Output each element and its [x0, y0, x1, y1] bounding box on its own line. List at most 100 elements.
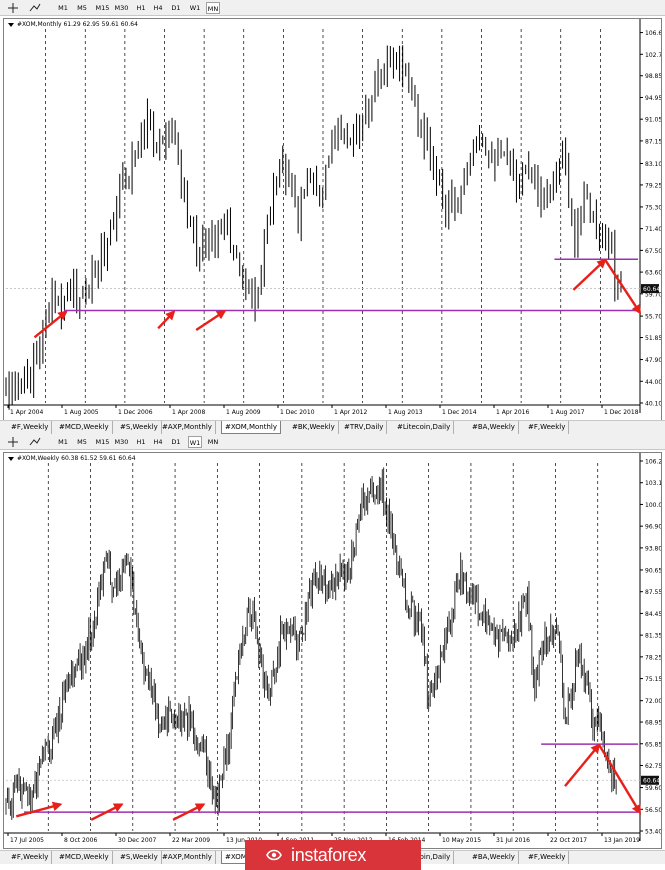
timeframe-button-w1[interactable]: W1 — [188, 436, 202, 448]
y-tick-label: 83.10 — [645, 161, 661, 168]
x-tick-label: 30 Dec 2007 — [118, 837, 157, 844]
y-tick-label: 106.60 — [645, 30, 661, 37]
drawing-tools-icon[interactable] — [28, 2, 42, 14]
x-tick-label: 22 Mar 2009 — [172, 837, 210, 844]
timeframe-button-m30[interactable]: M30 — [114, 438, 129, 446]
x-tick-label: 1 Apr 2016 — [496, 409, 529, 416]
timeframe-button-m15[interactable]: M15 — [95, 438, 110, 446]
y-tick-label: 94.95 — [645, 95, 661, 102]
chart-tab-9[interactable]: #F,Weekly — [525, 851, 570, 864]
y-tick-label: 40.10 — [645, 401, 661, 408]
chart-tab-8[interactable]: #BA,Weekly — [469, 851, 519, 864]
monthly-chart-title: #XOM,Monthly 61.29 62.95 59.61 60.64 — [8, 21, 138, 28]
timeframe-button-m5[interactable]: M5 — [77, 4, 87, 12]
x-tick-label: 8 Oct 2006 — [64, 837, 97, 844]
direction-arrow — [604, 259, 642, 315]
x-tick-label: 1 Dec 2006 — [118, 409, 153, 416]
timeframe-button-w1[interactable]: W1 — [189, 4, 201, 12]
y-tick-label: 47.90 — [645, 357, 661, 364]
x-tick-label: 1 Dec 2018 — [604, 409, 639, 416]
chart-tab-8[interactable]: #BA,Weekly — [469, 421, 519, 434]
timeframe-button-mn[interactable]: MN — [207, 438, 219, 446]
timeframe-button-m15[interactable]: M15 — [95, 4, 110, 12]
timeframe-button-m1[interactable]: M1 — [58, 4, 68, 12]
monthly-chart[interactable]: 106.60 102.70 98.85 94.95 91.05 87.15 83.10 79.… — [3, 18, 662, 421]
chart-tab-0[interactable]: #F,Weekly — [8, 851, 53, 864]
x-tick-label: 1 Apr 2004 — [10, 409, 43, 416]
x-tick-label: 1 Apr 2008 — [172, 409, 205, 416]
weekly-chart[interactable]: 106.20 103.10 100.00 96.90 93.80 90.65 87.55 84… — [3, 452, 662, 849]
brand-name: instaforex — [291, 845, 367, 865]
timeframe-button-m1[interactable]: M1 — [58, 438, 68, 446]
chart-tab-0[interactable]: #F,Weekly — [8, 421, 53, 434]
y-tick-label: 103.10 — [645, 480, 661, 487]
timeframe-button-h1[interactable]: H1 — [136, 438, 146, 446]
tabs-top: #F,Weekly #MCD,Weekly #S,Weekly #AXP,Monthl… — [0, 420, 665, 434]
x-tick-label: 1 Aug 2009 — [226, 409, 261, 416]
y-tick-label: 56.50 — [645, 807, 661, 814]
x-tick-label: 1 Aug 2005 — [64, 409, 99, 416]
timeframe-button-h4[interactable]: H4 — [153, 4, 163, 12]
y-tick-label: 53.40 — [645, 829, 661, 836]
y-tick-label: 84.45 — [645, 611, 661, 618]
x-tick-label: 10 May 2015 — [442, 837, 481, 844]
chart-tab-4[interactable]: #XOM,Monthly — [221, 421, 282, 434]
y-tick-label: 91.05 — [645, 117, 661, 124]
y-tick-label: 102.70 — [645, 52, 661, 59]
timeframe-button-d1[interactable]: D1 — [171, 4, 181, 12]
x-tick-label: 13 Jun 2010 — [226, 837, 262, 844]
y-tick-label: 100.00 — [645, 502, 661, 509]
direction-arrow — [172, 803, 206, 821]
chart-tab-2[interactable]: #S,Weekly — [117, 851, 162, 864]
chart-tab-2[interactable]: #S,Weekly — [117, 421, 162, 434]
monthly-chart-canvas[interactable]: 106.60 102.70 98.85 94.95 91.05 87.15 83.10 79.… — [4, 19, 661, 420]
y-tick-label: 98.85 — [645, 73, 661, 80]
chart-tab-7[interactable]: #Litecoin,Daily — [394, 421, 455, 434]
chart-tab-1[interactable]: #MCD,Weekly — [56, 851, 113, 864]
x-tick-label: 1 Aug 2013 — [388, 409, 423, 416]
weekly-chart-canvas[interactable]: 106.20 103.10 100.00 96.90 93.80 90.65 87.55 84… — [4, 453, 661, 848]
timeframe-button-d1[interactable]: D1 — [171, 438, 181, 446]
y-tick-label: 90.65 — [645, 567, 661, 574]
y-tick-label: 44.00 — [645, 379, 661, 386]
bottom-toolbar: M1 M5 M15 M30 H1 H4 D1 W1 MN — [0, 434, 665, 450]
timeframe-button-m5[interactable]: M5 — [77, 438, 87, 446]
chart-tab-9[interactable]: #F,Weekly — [525, 421, 570, 434]
direction-arrow — [572, 258, 607, 291]
chart-tab-3[interactable]: #AXP,Monthly — [159, 851, 216, 864]
drawing-tools-icon[interactable] — [28, 436, 42, 448]
y-tick-label: 81.35 — [645, 633, 661, 640]
price-label-box — [641, 775, 659, 785]
x-tick-label: 31 Jul 2016 — [496, 837, 530, 844]
y-tick-label: 75.30 — [645, 204, 661, 211]
chart-tab-6[interactable]: #TRV,Daily — [341, 421, 388, 434]
y-tick-label: 51.85 — [645, 335, 661, 342]
timeframe-button-h1[interactable]: H1 — [136, 4, 146, 12]
y-tick-label: 96.90 — [645, 524, 661, 531]
y-tick-label: 106.20 — [645, 459, 661, 466]
crosshair-icon[interactable] — [6, 2, 20, 14]
y-tick-label: 67.50 — [645, 248, 661, 255]
chart-tab-7[interactable]: #Litecoin,Daily — [394, 851, 455, 864]
chart-tab-1[interactable]: #MCD,Weekly — [56, 421, 113, 434]
crosshair-icon[interactable] — [6, 436, 20, 448]
direction-arrow — [598, 744, 642, 815]
direction-arrow — [195, 310, 227, 332]
y-tick-label: 68.95 — [645, 720, 661, 727]
direction-arrow — [564, 743, 601, 787]
chart-tab-3[interactable]: #AXP,Monthly — [159, 421, 216, 434]
x-tick-label: 1 Dec 2014 — [442, 409, 477, 416]
instaforex-logo-icon — [266, 849, 282, 861]
timeframe-button-h4[interactable]: H4 — [153, 438, 163, 446]
y-tick-label: 87.55 — [645, 589, 661, 596]
y-tick-label: 55.70 — [645, 314, 661, 321]
instaforex-banner[interactable]: instaforex — [245, 840, 421, 870]
dropdown-triangle-icon — [8, 22, 14, 27]
x-tick-label: 22 Oct 2017 — [550, 837, 587, 844]
chart-tab-5[interactable]: #BK,Weekly — [289, 421, 339, 434]
dropdown-triangle-icon — [8, 456, 14, 461]
price-label-text: 60.64 — [643, 286, 660, 293]
timeframe-button-m30[interactable]: M30 — [114, 4, 129, 12]
timeframe-button-mn[interactable]: MN — [206, 2, 220, 14]
direction-arrow — [33, 310, 68, 339]
